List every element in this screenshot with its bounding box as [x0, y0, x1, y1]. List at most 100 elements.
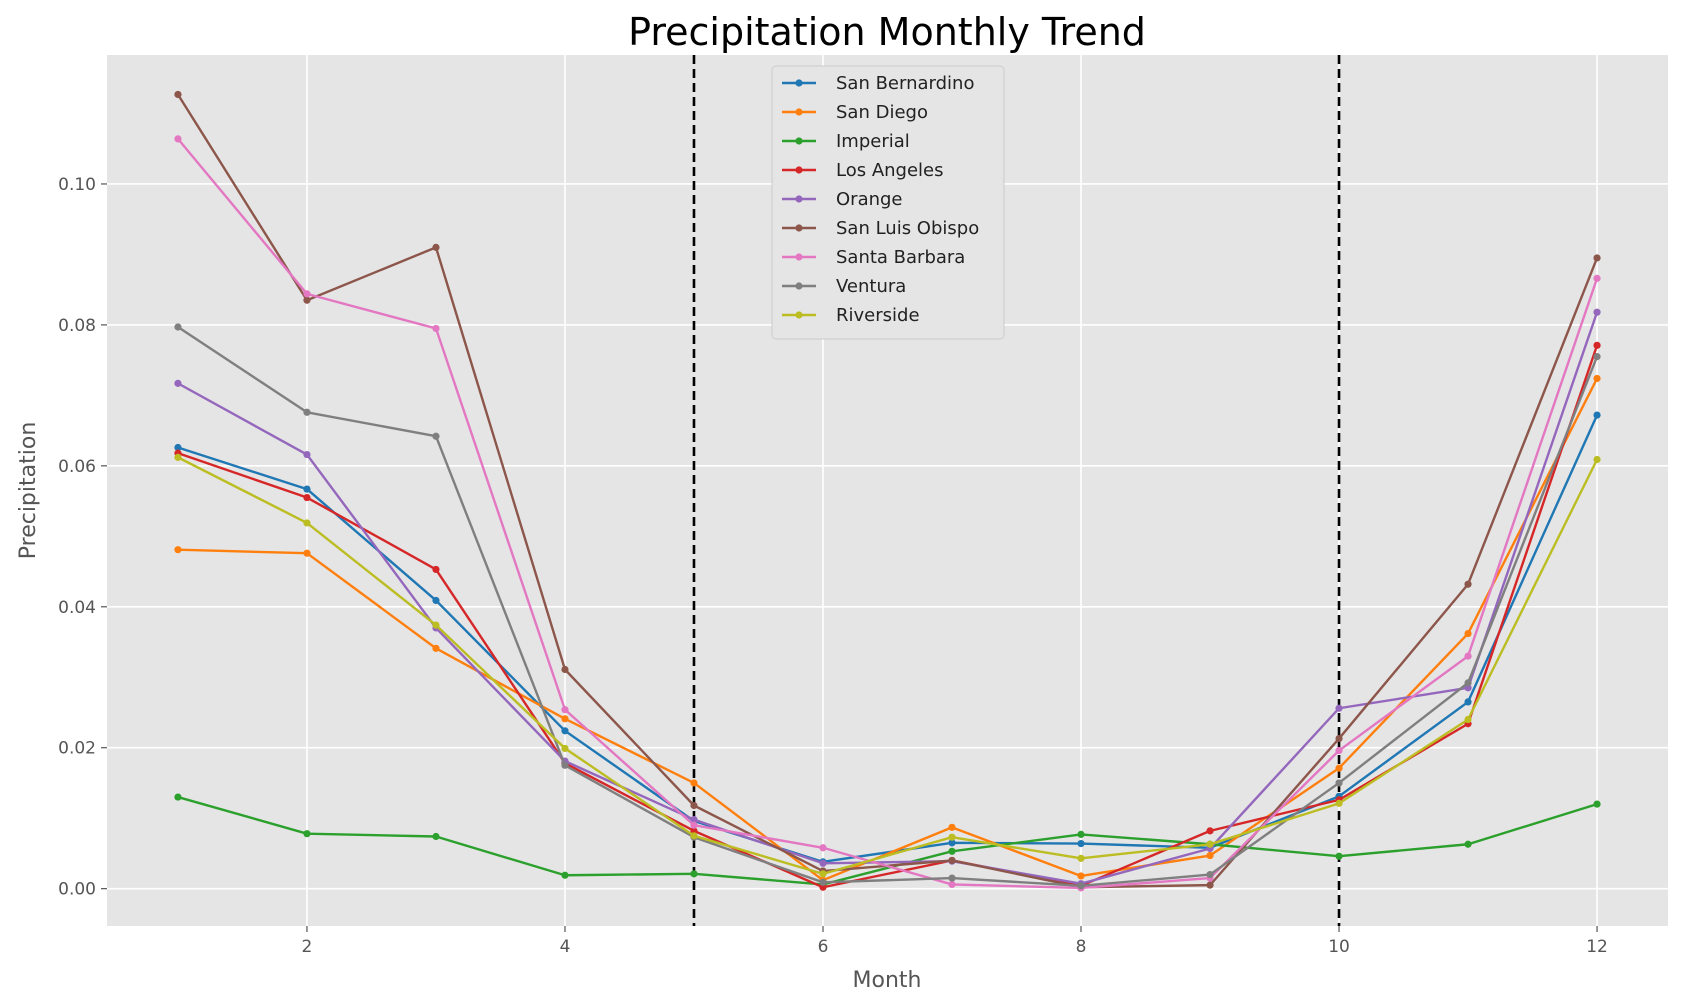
data-point — [174, 793, 182, 801]
data-point — [174, 453, 182, 461]
data-point — [1464, 698, 1472, 706]
data-point — [1464, 679, 1472, 687]
x-tick-label: 2 — [302, 937, 313, 957]
data-point — [1335, 704, 1343, 712]
data-point — [948, 823, 956, 831]
series-line — [177, 311, 1599, 885]
series-line — [177, 456, 1599, 876]
data-point — [303, 549, 311, 557]
data-point — [1593, 800, 1601, 808]
series-line — [177, 377, 1599, 882]
legend-item: Ventura — [782, 276, 906, 297]
data-point — [174, 443, 182, 452]
chart-title: Precipitation Monthly Trend — [628, 10, 1146, 54]
data-point — [690, 870, 698, 878]
data-point — [819, 870, 827, 878]
data-point — [174, 90, 182, 99]
data-point — [561, 744, 569, 753]
data-point — [1335, 852, 1343, 860]
data-point — [1464, 840, 1472, 848]
data-point — [1464, 652, 1472, 660]
data-point — [1593, 374, 1601, 383]
data-point — [1335, 764, 1343, 772]
legend-label: Imperial — [836, 131, 910, 152]
legend-marker — [795, 195, 803, 203]
legend-label: Orange — [836, 189, 903, 210]
series-line — [177, 795, 1598, 886]
data-point — [1593, 254, 1601, 262]
y-tick-label: 0.04 — [58, 598, 96, 618]
y-tick-label: 0.00 — [58, 880, 96, 900]
data-point — [1077, 854, 1085, 862]
legend-item: San Bernardino — [782, 73, 974, 94]
data-point — [432, 621, 440, 629]
x-axis-ticks: 2 4 6 8 10 12 — [302, 926, 1608, 957]
data-point — [819, 844, 827, 852]
data-point — [303, 290, 311, 298]
legend-marker — [795, 137, 803, 145]
legend-label: San Luis Obispo — [836, 218, 979, 239]
data-point — [690, 827, 698, 835]
data-point — [561, 761, 569, 769]
data-point — [432, 565, 440, 574]
x-tick-label: 6 — [818, 937, 829, 957]
series-line — [177, 344, 1599, 889]
data-point — [174, 546, 182, 554]
legend-marker — [795, 253, 803, 261]
data-point — [1464, 684, 1472, 692]
data-point — [1077, 872, 1085, 880]
data-point — [561, 665, 569, 674]
data-point — [303, 450, 311, 459]
data-point — [1206, 870, 1214, 879]
data-point — [432, 644, 440, 652]
data-point — [1593, 274, 1601, 282]
data-point — [1464, 580, 1472, 588]
series-line — [177, 414, 1599, 864]
legend-item: Orange — [782, 189, 903, 210]
x-tick-label: 10 — [1328, 937, 1350, 957]
data-point — [948, 839, 956, 847]
data-point — [690, 815, 698, 824]
data-point — [1593, 308, 1601, 316]
legend: San Bernardino San Diego Imperial Los Angel… — [771, 65, 1005, 340]
data-point — [1077, 830, 1085, 838]
data-point — [1335, 799, 1343, 807]
legend-item: Imperial — [782, 131, 910, 152]
data-point — [432, 596, 440, 605]
data-point — [561, 715, 569, 723]
y-tick-label: 0.08 — [58, 316, 96, 336]
data-point — [690, 821, 698, 829]
data-point — [948, 880, 956, 889]
data-point — [1464, 629, 1472, 638]
y-tick-label: 0.02 — [58, 739, 96, 759]
data-point — [561, 727, 569, 735]
data-point — [819, 878, 827, 886]
series-line — [177, 138, 1599, 890]
data-point — [948, 833, 956, 841]
data-point — [1206, 851, 1214, 860]
data-point — [303, 519, 311, 527]
y-axis-ticks: 0.00 0.02 0.04 0.06 0.08 0.10 — [58, 175, 107, 900]
data-point — [1335, 746, 1343, 755]
data-point — [1335, 734, 1343, 743]
legend-item: San Luis Obispo — [782, 218, 979, 239]
y-axis-label: Precipitation — [16, 422, 41, 560]
data-point — [1335, 779, 1343, 787]
data-point — [561, 706, 569, 714]
data-point — [303, 408, 311, 416]
data-point — [174, 323, 182, 331]
data-point — [690, 779, 698, 787]
legend-marker — [795, 311, 803, 319]
data-point — [1206, 840, 1214, 848]
data-point — [690, 832, 698, 840]
data-point — [948, 874, 956, 882]
data-point — [174, 379, 182, 387]
legend-label: Santa Barbara — [836, 247, 965, 268]
data-point — [1593, 411, 1601, 419]
data-point — [561, 871, 569, 879]
series-line — [177, 326, 1599, 888]
legend-label: San Bernardino — [836, 73, 974, 94]
data-point — [1077, 839, 1085, 848]
data-point — [303, 493, 311, 502]
